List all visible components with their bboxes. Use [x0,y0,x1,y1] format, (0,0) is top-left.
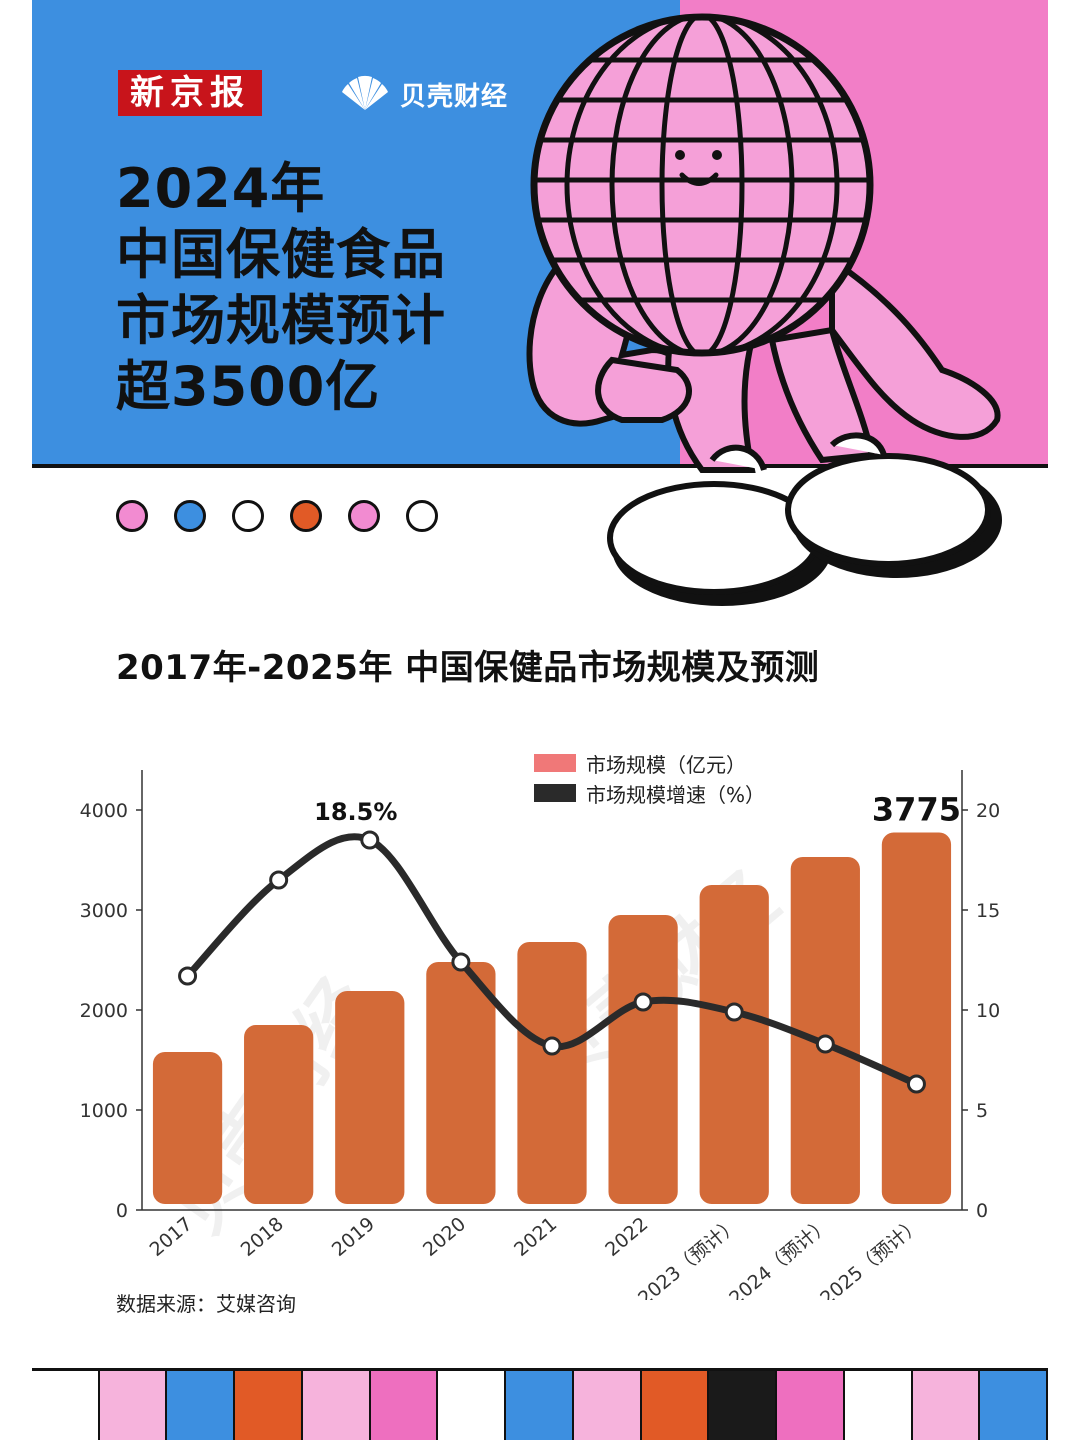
headline-line-3: 市场规模预计 [116,289,446,352]
x-tick-label: 2018 [237,1213,288,1261]
peak-growth-label: 18.5% [314,798,397,826]
legend-swatch-bar [534,754,576,772]
growth-line [184,833,920,1088]
bar [790,857,860,1204]
bar [881,832,952,1204]
growth-point [542,1036,562,1056]
legend-label-market-size: 市场规模（亿元） [586,752,746,777]
legend-item-growth: 市场规模增速（%） [534,778,765,808]
shell-icon [342,75,388,110]
hero-divider [32,464,1048,468]
stripe-cell [980,1371,1049,1440]
growth-point [178,966,198,986]
data-source: 数据来源：艾媒咨询 [116,1292,296,1316]
decorative-dot [290,500,322,532]
y-tick-label-left: 0 [116,1200,128,1222]
growth-point [451,952,471,972]
growth-point [269,870,289,890]
headline: 2024年 中国保健食品 市场规模预计 超3500亿 [116,156,556,420]
growth-point [633,992,653,1012]
beike-finance-logo: 贝壳财经 [338,72,508,116]
bar [608,915,678,1204]
bar [152,1052,223,1204]
stripe-cell [167,1371,236,1440]
stripe-cell [709,1371,778,1440]
y-tick-label-left: 2000 [80,1000,128,1022]
x-tick-label: 2023（预计） [634,1213,743,1300]
headline-line-2: 中国保健食品 [116,223,446,286]
stripe-cell [370,1371,439,1440]
y-tick-label-left: 4000 [80,800,128,822]
x-tick-label: 2022 [601,1213,652,1261]
stripe-cell [32,1371,100,1440]
decorative-dot [232,500,264,532]
growth-point [360,830,380,850]
y-tick-label-right: 0 [976,1200,988,1222]
stripe-cell [777,1371,845,1440]
decorative-dot [348,500,380,532]
decorative-dot [174,500,206,532]
stripe-cell [641,1371,710,1440]
bottom-color-stripe [32,1368,1049,1440]
bar [699,885,769,1204]
bar [335,991,405,1204]
xinjingbao-logo: 新京报 [118,70,262,116]
beike-finance-logo-text: 贝壳财经 [400,81,509,112]
y-tick-label-left: 1000 [80,1100,128,1122]
legend-swatch-line [534,784,576,802]
growth-point [906,1074,926,1094]
stripe-cell [235,1371,303,1440]
bar [244,1025,314,1204]
chart-title: 2017年-2025年 中国保健品市场规模及预测 [116,648,820,688]
x-tick-label: 2019 [328,1213,379,1261]
stripe-cell [912,1371,981,1440]
stripe-cell [573,1371,642,1440]
decorative-dot [116,500,148,532]
stripe-cell [302,1371,371,1440]
x-tick-label: 2020 [419,1213,470,1261]
decorative-dots [116,500,438,532]
y-tick-label-right: 20 [976,800,1000,822]
chart-legend: 市场规模（亿元） 市场规模增速（%） [534,748,765,808]
stripe-cell [506,1371,574,1440]
growth-point [815,1034,835,1054]
last-value-label: 3775 [872,791,961,829]
y-tick-label-right: 5 [976,1100,988,1122]
stripe-cell [844,1371,913,1440]
decorative-dot [406,500,438,532]
legend-label-growth: 市场规模增速（%） [586,782,766,807]
x-tick-label: 2024（预计） [725,1213,834,1300]
poster: 新京报 贝壳财经 2024年 中国保健食品 市场规模预计 超3500亿 [32,0,1049,1440]
headline-line-4: 超3500亿 [116,355,381,418]
stripe-cell [99,1371,168,1440]
x-tick-label: 2025（预计） [816,1213,925,1300]
bar [426,962,496,1204]
combo-chart: 贝壳财经贝壳财经01000200030004000051015202017201… [80,770,1000,1300]
y-tick-label-left: 3000 [80,900,128,922]
x-tick-label: 2021 [510,1213,561,1261]
stripe-cell [438,1371,507,1440]
legend-item-market-size: 市场规模（亿元） [534,748,765,778]
globe-mascot-illustration [526,13,1002,606]
y-tick-label-right: 10 [976,1000,1000,1022]
bar [517,942,587,1204]
headline-line-1: 2024年 [116,157,326,220]
growth-point [724,1002,744,1022]
y-tick-label-right: 15 [976,900,1000,922]
